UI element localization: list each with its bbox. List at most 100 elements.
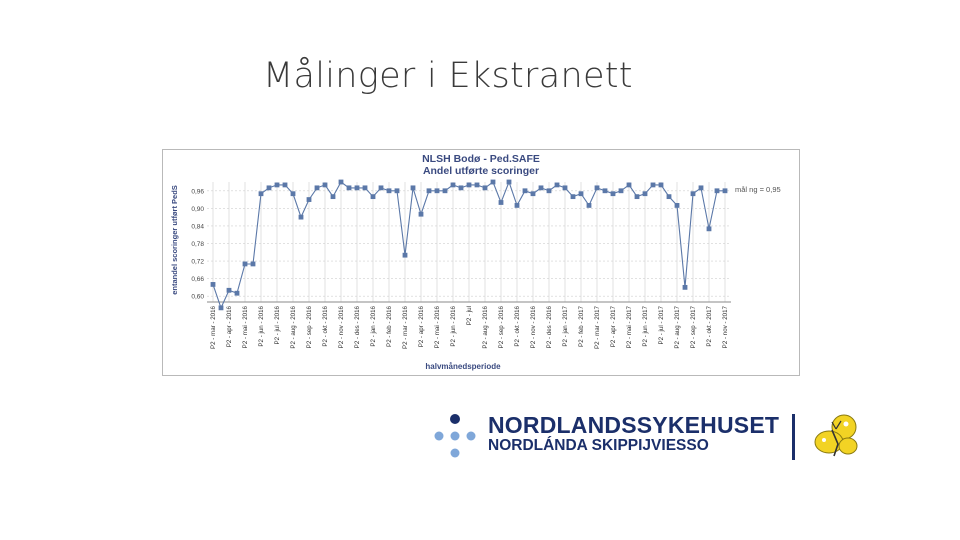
data-point	[634, 194, 640, 200]
dots-logo-icon	[434, 414, 476, 458]
data-point	[706, 226, 712, 232]
data-point	[330, 194, 336, 200]
data-point	[594, 185, 600, 191]
y-tick-label: 0,84	[191, 223, 204, 230]
data-point	[570, 194, 576, 200]
grid-layer	[207, 182, 731, 303]
logo-name-norwegian: NORDLANDSSYKEHUSET	[488, 412, 780, 438]
x-tick-label: P2 - okt - 2016	[322, 305, 329, 346]
x-tick-label: P2 - nov - 2016	[338, 305, 345, 348]
x-tick-label: P2 - des - 2016	[546, 305, 553, 348]
data-point	[586, 203, 592, 208]
data-point	[266, 185, 272, 191]
data-point	[562, 185, 568, 191]
mascot-icon	[814, 414, 858, 457]
data-point	[402, 252, 408, 258]
data-point	[466, 182, 472, 188]
y-axis-label: entandel scoringer utført PedS	[170, 185, 179, 295]
data-point	[538, 185, 544, 191]
data-point	[210, 282, 216, 287]
x-tick-label: P2 - des - 2016	[354, 305, 361, 348]
y-tick-label: 0,78	[191, 241, 204, 248]
y-tick-label: 0,66	[191, 276, 204, 283]
x-tick-label: P2 - jan - 2017	[562, 305, 569, 346]
data-point	[722, 188, 728, 194]
data-point	[354, 185, 360, 191]
x-tick-label: P2 - mar - 2017	[594, 305, 601, 349]
x-tick-label: P2 - mar - 2016	[402, 305, 409, 349]
y-tick-label: 0,72	[191, 259, 204, 266]
data-point	[658, 182, 664, 188]
x-tick-label: P2 - nov - 2016	[530, 305, 537, 348]
x-tick-label: P2 - jul - 2016	[274, 305, 281, 344]
data-point	[682, 284, 688, 290]
y-tick-label: 0,96	[191, 188, 204, 195]
data-point	[314, 185, 320, 191]
data-point	[322, 182, 328, 188]
x-tick-label: P2 - nov - 2017	[722, 305, 729, 348]
data-point	[346, 185, 352, 191]
logo-name-sami: NORDLÁNDA SKIPPIJVIESSO	[488, 437, 709, 454]
data-point	[690, 191, 696, 197]
data-point	[378, 185, 384, 191]
x-tick-label: P2 - aug - 2017	[674, 305, 681, 348]
data-point	[674, 203, 680, 208]
chart-subtitle: Andel utførte scoringer	[423, 165, 539, 177]
data-point	[218, 305, 224, 311]
x-tick-label: P2 - sep - 2016	[306, 305, 313, 348]
data-point	[410, 185, 416, 191]
x-tick-label: P2 - apr - 2016	[226, 305, 233, 347]
chart-svg: NLSH Bodø - Ped.SAFE Andel utførte scori…	[170, 153, 781, 371]
data-point	[618, 188, 624, 194]
data-point	[554, 182, 560, 188]
data-point	[642, 191, 648, 197]
data-point	[298, 214, 304, 220]
data-point	[522, 188, 528, 194]
x-tick-label: P2 - apr - 2017	[610, 305, 617, 347]
x-tick-labels: P2 - mar - 2016 P2 - apr - 2016 P2 - mai -…	[210, 305, 729, 349]
x-tick-label: P2 - mai - 2016	[242, 305, 249, 348]
hospital-logo: NORDLANDSSYKEHUSET NORDLÁNDA SKIPPIJVIES…	[430, 410, 870, 464]
y-tick-label: 0,60	[191, 294, 204, 301]
data-point	[290, 191, 296, 197]
data-point	[506, 179, 512, 185]
data-point	[610, 191, 616, 197]
data-point	[530, 191, 536, 197]
data-point	[498, 200, 504, 205]
data-point	[242, 261, 248, 267]
data-point	[274, 182, 280, 188]
data-point	[546, 188, 552, 194]
x-tick-label: P2 - sep - 2016	[498, 305, 505, 348]
x-tick-label: P2 - jun - 2017	[642, 305, 649, 346]
x-tick-label: P2 - jun - 2016	[450, 305, 457, 346]
data-point	[418, 211, 424, 217]
data-point	[458, 185, 464, 191]
x-tick-label: P2 - apr - 2016	[418, 305, 425, 347]
x-tick-label: P2 - jul	[466, 306, 473, 325]
data-point	[226, 287, 232, 293]
data-point	[626, 182, 632, 188]
data-point	[370, 194, 376, 200]
x-tick-label: P2 - jun - 2016	[258, 305, 265, 346]
slide-title: Målinger i Ekstranett	[263, 56, 633, 96]
data-point	[602, 188, 608, 194]
data-point	[282, 182, 288, 188]
x-tick-label: P2 - jul - 2017	[658, 305, 665, 344]
data-point	[698, 185, 704, 191]
x-tick-label: P2 - sep - 2017	[690, 305, 697, 348]
target-label: mål ng = 0,95	[735, 185, 781, 194]
data-point	[362, 185, 368, 191]
x-tick-label: P2 - feb - 2016	[386, 305, 393, 346]
y-tick-label: 0,90	[191, 206, 204, 213]
data-point	[450, 182, 456, 188]
data-point	[250, 261, 256, 267]
data-point	[386, 188, 392, 194]
data-point	[490, 179, 496, 185]
data-point	[258, 191, 264, 197]
chart-title: NLSH Bodø - Ped.SAFE	[422, 153, 540, 165]
data-point	[474, 182, 480, 188]
data-point	[234, 290, 240, 296]
data-point	[338, 179, 344, 185]
data-point	[394, 188, 400, 194]
x-tick-label: P2 - mai - 2016	[434, 305, 441, 348]
